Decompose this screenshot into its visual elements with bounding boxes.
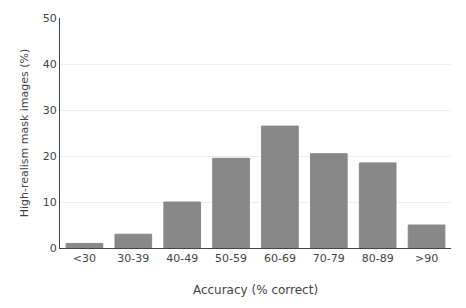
svg-text:0: 0 (50, 242, 57, 255)
svg-text:50: 50 (43, 12, 57, 25)
svg-text:50-59: 50-59 (215, 252, 247, 265)
svg-text:Accuracy (% correct): Accuracy (% correct) (193, 283, 318, 297)
svg-text:>90: >90 (415, 252, 438, 265)
svg-text:80-89: 80-89 (362, 252, 394, 265)
svg-text:30-39: 30-39 (117, 252, 149, 265)
svg-text:10: 10 (43, 196, 57, 209)
svg-text:High-realism mask images (%): High-realism mask images (%) (18, 49, 31, 218)
svg-text:60-69: 60-69 (264, 252, 296, 265)
svg-text:40-49: 40-49 (166, 252, 198, 265)
svg-text:20: 20 (43, 150, 57, 163)
svg-text:40: 40 (43, 58, 57, 71)
svg-text:30: 30 (43, 104, 57, 117)
svg-text:70-79: 70-79 (313, 252, 345, 265)
svg-text:<30: <30 (73, 252, 96, 265)
